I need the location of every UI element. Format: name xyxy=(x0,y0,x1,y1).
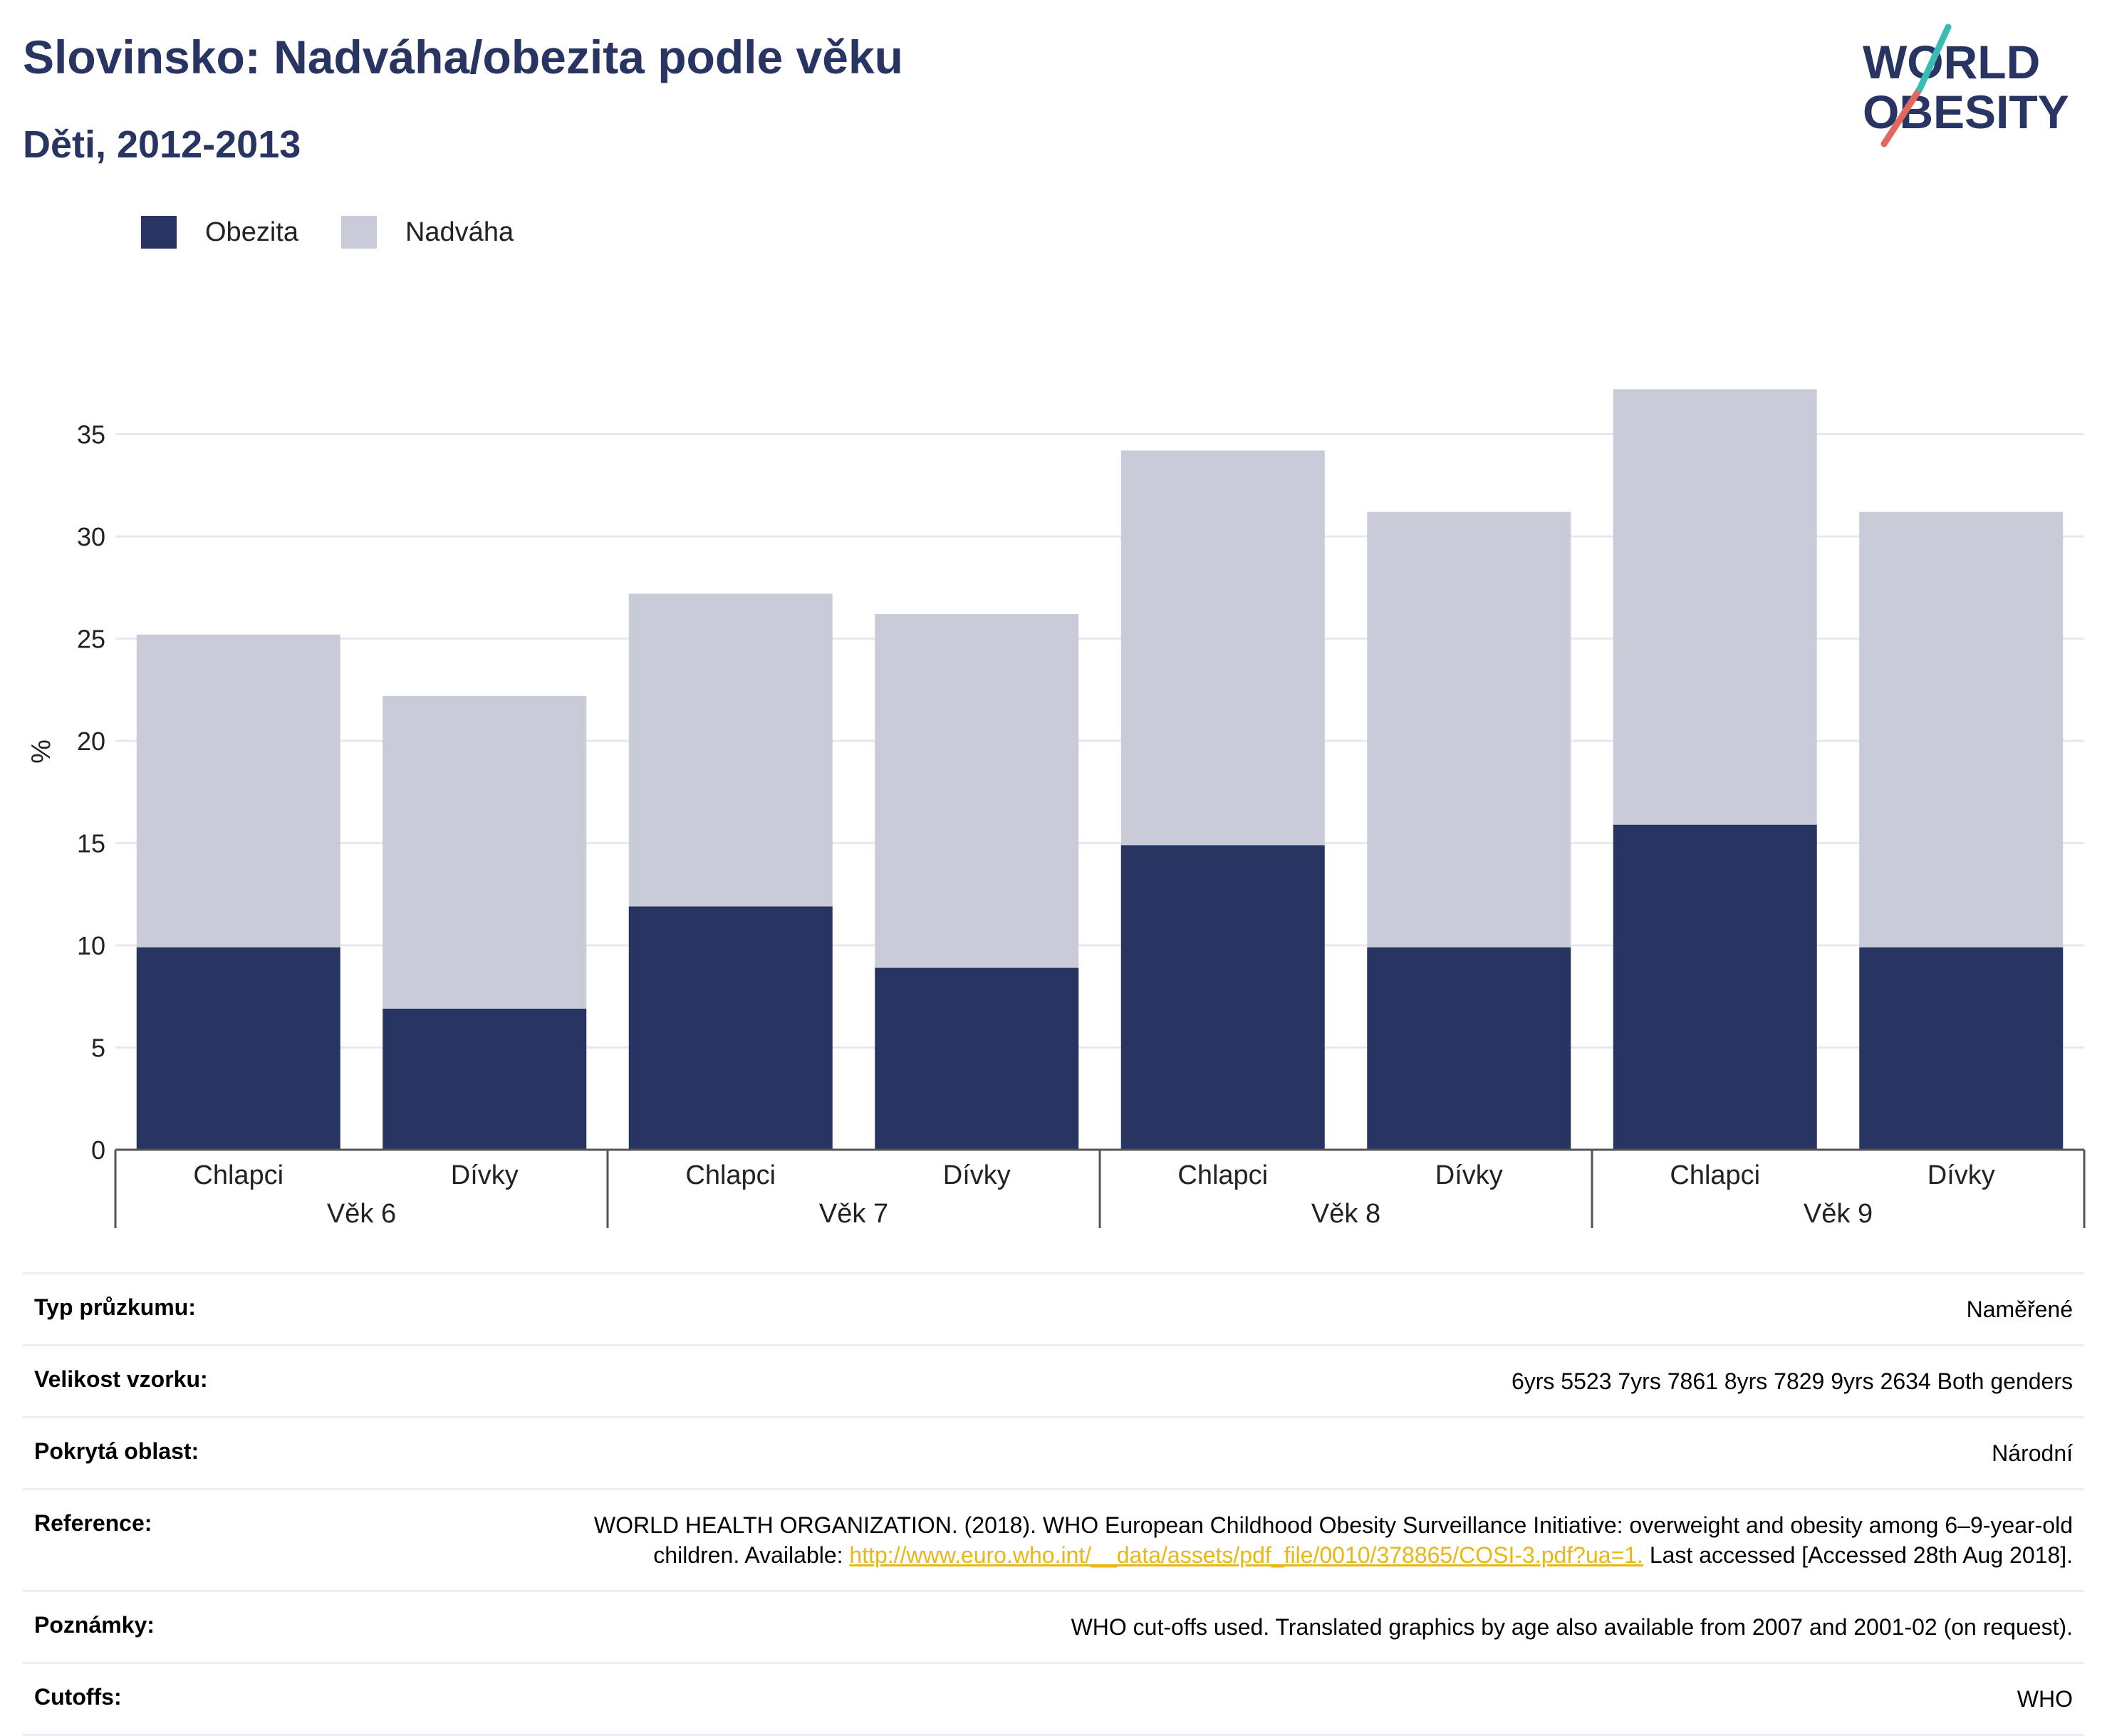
metadata-table: Typ průzkumu: Naměřené Velikost vzorku: … xyxy=(23,1272,2084,1736)
bar-overweight xyxy=(875,614,1079,968)
logo-slash-red-icon xyxy=(1880,85,1923,147)
world-obesity-logo: WORLD OBESITY xyxy=(1863,24,2069,147)
reference-accessed: Last accessed [Accessed 28th Aug 2018]. xyxy=(1643,1542,2073,1568)
meta-row-reference: Reference: WORLD HEALTH ORGANIZATION. (2… xyxy=(23,1488,2084,1590)
y-tick-label: 15 xyxy=(77,829,105,858)
x-tick-label: Chlapci xyxy=(193,1160,283,1190)
y-tick-label: 10 xyxy=(77,931,105,960)
meta-label: Velikost vzorku: xyxy=(34,1366,208,1392)
bar-obesity xyxy=(875,967,1079,1150)
legend-swatch-overweight xyxy=(340,216,377,249)
bar-obesity xyxy=(1859,947,2064,1150)
meta-value: Národní xyxy=(1992,1440,2073,1466)
logo-slash-teal-icon xyxy=(1916,24,1952,93)
legend-item-obesity[interactable]: Obezita xyxy=(141,216,298,249)
x-tick-label: Chlapci xyxy=(1670,1160,1760,1190)
x-tick-label: Dívky xyxy=(943,1160,1011,1190)
group-label: Věk 9 xyxy=(1804,1199,1873,1229)
bar-obesity xyxy=(628,906,833,1150)
x-tick-label: Dívky xyxy=(1435,1160,1503,1190)
meta-value-reference: WORLD HEALTH ORGANIZATION. (2018). WHO E… xyxy=(577,1510,2073,1570)
chart-subtitle: Děti, 2012-2013 xyxy=(23,123,301,166)
y-tick-label: 35 xyxy=(77,420,105,449)
meta-label: Reference: xyxy=(34,1510,152,1536)
legend-item-overweight[interactable]: Nadváha xyxy=(340,216,514,249)
legend: Obezita Nadváha xyxy=(141,211,556,254)
y-tick-label: 5 xyxy=(91,1034,105,1063)
y-tick-label: 30 xyxy=(77,522,105,551)
y-axis-label: % xyxy=(26,739,56,764)
bar-overweight xyxy=(1120,450,1325,846)
meta-label: Cutoffs: xyxy=(34,1684,122,1710)
bar-obesity xyxy=(1367,947,1571,1150)
legend-label-overweight: Nadváha xyxy=(405,217,514,247)
bar-overweight xyxy=(1859,511,2064,947)
bar-obesity xyxy=(1120,845,1325,1150)
group-label: Věk 6 xyxy=(327,1199,396,1229)
meta-value: WHO xyxy=(2017,1686,2073,1712)
legend-label-obesity: Obezita xyxy=(205,217,298,247)
legend-swatch-obesity xyxy=(141,216,177,249)
bar-chart: 0 5 10 15 20 25 30 35% Chlapci Dívky Chlapci Dívky C… xyxy=(26,389,2086,1229)
meta-label: Typ průzkumu: xyxy=(34,1294,196,1320)
y-tick-label: 25 xyxy=(77,625,105,654)
group-label: Věk 8 xyxy=(1311,1199,1380,1229)
bar-obesity xyxy=(136,947,340,1150)
group-label: Věk 7 xyxy=(819,1199,888,1229)
meta-row-sample-size: Velikost vzorku: 6yrs 5523 7yrs 7861 8yr… xyxy=(23,1344,2084,1416)
reference-text: WORLD HEALTH ORGANIZATION. (2018). WHO E… xyxy=(593,1512,2073,1568)
meta-value: WHO cut-offs used. Translated graphics b… xyxy=(1071,1614,2073,1640)
y-tick-label: 20 xyxy=(77,727,105,756)
meta-label: Poznámky: xyxy=(34,1612,155,1638)
bar-obesity xyxy=(1613,824,1817,1150)
bar-overweight xyxy=(136,634,340,947)
bar-overweight xyxy=(1613,389,1817,825)
meta-row-cutoffs: Cutoffs: WHO xyxy=(23,1662,2084,1736)
meta-label: Pokrytá oblast: xyxy=(34,1438,199,1464)
x-tick-label: Dívky xyxy=(1927,1160,1995,1190)
x-tick-label: Chlapci xyxy=(685,1160,776,1190)
reference-link[interactable]: http://www.euro.who.int/__data/assets/pd… xyxy=(849,1542,1643,1568)
meta-value: Naměřené xyxy=(1966,1296,2073,1322)
logo-line1: WORLD xyxy=(1863,36,2040,88)
x-tick-label: Dívky xyxy=(451,1160,519,1190)
meta-row-notes: Poznámky: WHO cut-offs used. Translated … xyxy=(23,1590,2084,1662)
meta-row-survey-type: Typ průzkumu: Naměřené xyxy=(23,1272,2084,1344)
meta-value: 6yrs 5523 7yrs 7861 8yrs 7829 9yrs 2634 … xyxy=(1511,1368,2073,1394)
bar-overweight xyxy=(383,695,587,1009)
chart-title: Slovinsko: Nadváha/obezita podle věku xyxy=(23,31,903,83)
meta-row-area: Pokrytá oblast: Národní xyxy=(23,1416,2084,1488)
x-tick-label: Chlapci xyxy=(1177,1160,1268,1190)
bar-overweight xyxy=(628,593,833,907)
bar-overweight xyxy=(1367,511,1571,947)
y-tick-label: 0 xyxy=(91,1135,105,1165)
bar-obesity xyxy=(383,1008,587,1150)
